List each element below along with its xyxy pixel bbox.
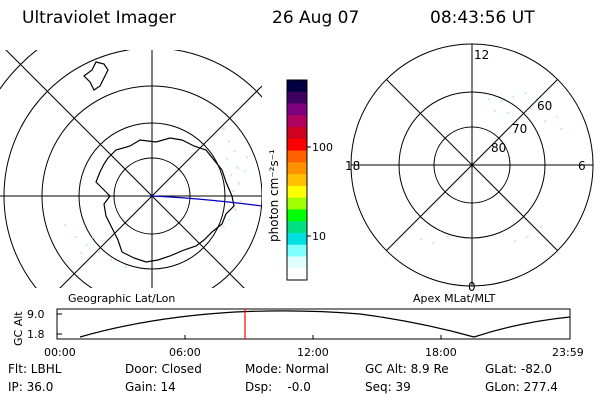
alt-xtick-1800: 18:00 [425,346,457,359]
magnetic-panel-label: Apex MLat/MLT [413,292,496,305]
aurora-speckle-left [64,128,248,268]
colorbar-segment [287,174,307,187]
alt-ytick-high: 9.0 [27,308,45,321]
alt-ylabel: GC Alt [12,311,25,346]
alt-xtick-2359: 23:59 [552,346,584,359]
geographic-map [0,50,262,288]
mode-info: Mode: Normal [245,362,329,376]
ground-track [149,195,262,207]
colorbar-segment [287,150,307,163]
dsp-info: Dsp: -0.0 [245,380,311,394]
colorbar-segment [287,197,307,210]
gain-info: Gain: 14 [125,380,176,394]
alt-xtick-0000: 00:00 [44,346,76,359]
colorbar-segment [287,268,307,281]
colorbar-segment [287,232,307,246]
mlt-label-6: 6 [578,159,586,173]
colorbar-segment [287,115,307,128]
colorbar-segment [287,127,307,140]
colorbar-segment [287,185,307,199]
colorbar-tick-100: 100 [312,141,333,154]
mlt-label-12: 12 [474,48,489,62]
mlat-label-70: 70 [512,122,527,136]
date-label: 26 Aug 07 [272,8,360,28]
antarctica-coastline [95,137,235,263]
glon-info: GLon: 277.4 [485,380,558,394]
seq-info: Seq: 39 [365,380,411,394]
colorbar-segment [287,80,307,93]
altitude-curve [79,310,571,338]
mlat-label-60: 60 [537,99,552,113]
colorbar-segment [287,162,307,175]
instrument-title: Ultraviolet Imager [22,8,176,28]
south-america-coastline [83,61,109,91]
colorbar: 100 10 photon cm⁻²s⁻¹ [267,79,333,281]
mlt-label-18: 18 [345,159,360,173]
mlat-label-80: 80 [491,141,506,155]
colorbar-segment [287,103,307,116]
alt-ytick-low: 1.8 [27,328,45,341]
colorbar-segment [287,91,307,105]
time-label: 08:43:56 UT [430,8,535,28]
alt-xtick-0600: 06:00 [169,346,201,359]
colorbar-segment [287,244,307,257]
geographic-panel-label: Geographic Lat/Lon [68,292,175,305]
mlt-label-0: 0 [468,280,476,294]
filter-info: Flt: LBHL [8,362,62,376]
glat-info: GLat: -82.0 [485,362,552,376]
alt-xtick-1200: 12:00 [297,346,329,359]
colorbar-unit-label: photon cm⁻²s⁻¹ [267,149,281,242]
colorbar-segment [287,221,307,234]
aurora-speckle-right [420,92,563,244]
gc-alt-info: GC Alt: 8.9 Re [365,362,449,376]
colorbar-tick-10: 10 [312,230,326,243]
colorbar-segment [287,209,307,222]
colorbar-segment [287,138,307,152]
altitude-plot: 9.0 1.8 GC Alt 00:00 06:00 12:00 18:00 2… [12,308,584,359]
ip-info: IP: 36.0 [8,380,54,394]
door-info: Door: Closed [125,362,202,376]
colorbar-segment [287,256,307,269]
magnetic-map [350,43,594,287]
